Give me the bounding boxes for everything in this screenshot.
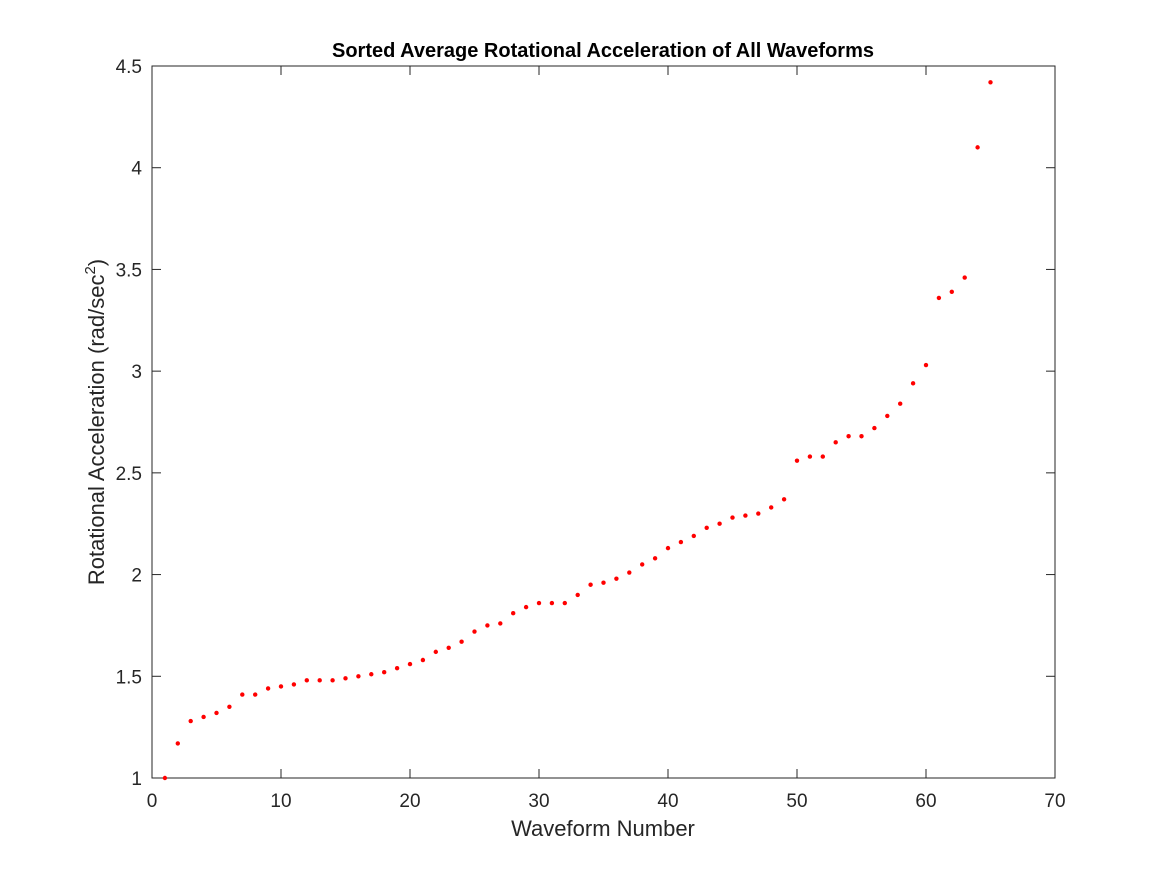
data-point bbox=[575, 592, 580, 598]
data-point bbox=[691, 533, 696, 539]
data-point bbox=[472, 629, 477, 634]
x-tick-label: 30 bbox=[528, 791, 549, 812]
data-point bbox=[794, 458, 800, 463]
data-point bbox=[949, 289, 954, 295]
data-point bbox=[227, 704, 232, 709]
data-point bbox=[962, 275, 967, 280]
y-tick-label: 1.5 bbox=[116, 667, 142, 688]
x-tick-label: 60 bbox=[915, 791, 936, 812]
data-point bbox=[214, 710, 219, 716]
data-point bbox=[175, 741, 180, 746]
data-point bbox=[872, 425, 877, 431]
chart-title: Sorted Average Rotational Acceleration o… bbox=[332, 40, 874, 62]
data-point bbox=[356, 674, 361, 679]
data-point bbox=[253, 692, 258, 697]
data-point bbox=[433, 649, 438, 655]
data-point bbox=[769, 505, 774, 510]
data-point bbox=[317, 678, 322, 683]
data-point bbox=[278, 684, 284, 689]
y-tick-label: 3 bbox=[131, 362, 142, 383]
data-point bbox=[640, 562, 645, 567]
x-tick-label: 50 bbox=[786, 791, 807, 812]
data-point bbox=[820, 454, 825, 459]
x-tick-label: 0 bbox=[147, 791, 158, 812]
data-point bbox=[265, 686, 271, 691]
y-axis-label-superscript: 2 bbox=[82, 266, 99, 274]
y-axis-label-main: Rotational Acceleration (rad/sec bbox=[84, 275, 109, 586]
y-axis-label: Rotational Acceleration (rad/sec2) bbox=[82, 259, 109, 585]
data-point bbox=[975, 145, 980, 150]
data-point bbox=[588, 582, 593, 587]
data-point bbox=[162, 775, 168, 781]
data-point bbox=[549, 600, 555, 606]
data-point bbox=[846, 434, 851, 439]
data-point bbox=[562, 600, 567, 606]
y-tick-label: 2.5 bbox=[116, 464, 142, 485]
data-point bbox=[201, 714, 206, 720]
x-ticks: 0 10 20 30 40 50 60 70 bbox=[147, 66, 1066, 812]
y-tick-label: 4 bbox=[131, 159, 142, 180]
data-point bbox=[459, 639, 464, 644]
data-point bbox=[240, 692, 245, 697]
data-point bbox=[498, 621, 503, 626]
y-tick-label: 3.5 bbox=[116, 260, 142, 281]
data-point bbox=[382, 670, 387, 675]
data-point bbox=[394, 665, 400, 671]
data-point bbox=[936, 295, 942, 301]
y-tick-label: 4.5 bbox=[116, 57, 142, 78]
data-points bbox=[162, 80, 993, 781]
data-point bbox=[343, 676, 348, 681]
data-point bbox=[420, 657, 426, 663]
y-tick-label: 1 bbox=[131, 769, 142, 790]
data-point bbox=[601, 580, 606, 585]
data-point bbox=[627, 570, 632, 575]
x-tick-label: 20 bbox=[399, 791, 420, 812]
data-point bbox=[717, 521, 722, 526]
data-point bbox=[330, 678, 335, 683]
data-point bbox=[704, 525, 709, 530]
data-point bbox=[511, 611, 516, 616]
data-point bbox=[910, 381, 916, 386]
data-point bbox=[407, 661, 413, 667]
data-point bbox=[523, 604, 529, 610]
data-point bbox=[614, 576, 619, 581]
data-point bbox=[730, 515, 735, 520]
x-tick-label: 10 bbox=[270, 791, 291, 812]
data-point bbox=[859, 434, 864, 439]
plot-frame bbox=[151, 65, 1056, 779]
data-point bbox=[188, 718, 193, 724]
data-point bbox=[304, 678, 309, 683]
data-point bbox=[665, 545, 671, 551]
data-point bbox=[781, 497, 787, 502]
data-point bbox=[743, 513, 748, 518]
x-tick-label: 70 bbox=[1044, 791, 1065, 812]
data-point bbox=[988, 80, 993, 85]
y-tick-label: 2 bbox=[131, 566, 142, 587]
y-axis-label-suffix: ) bbox=[84, 259, 109, 266]
data-point bbox=[536, 600, 542, 606]
data-point bbox=[807, 454, 813, 459]
data-point bbox=[369, 672, 374, 677]
data-point bbox=[756, 511, 761, 516]
axes bbox=[151, 65, 1056, 779]
data-point bbox=[652, 556, 658, 561]
data-point bbox=[485, 623, 490, 628]
data-point bbox=[923, 362, 929, 368]
y-ticks: 1 1.5 2 2.5 3 3.5 4 4.5 bbox=[116, 57, 1055, 790]
data-point bbox=[678, 539, 684, 545]
data-point bbox=[898, 401, 903, 406]
x-tick-label: 40 bbox=[657, 791, 678, 812]
data-point bbox=[446, 645, 451, 651]
x-axis-label: Waveform Number bbox=[511, 816, 695, 841]
data-point bbox=[291, 682, 297, 687]
data-point bbox=[833, 440, 838, 445]
data-point bbox=[885, 413, 890, 419]
